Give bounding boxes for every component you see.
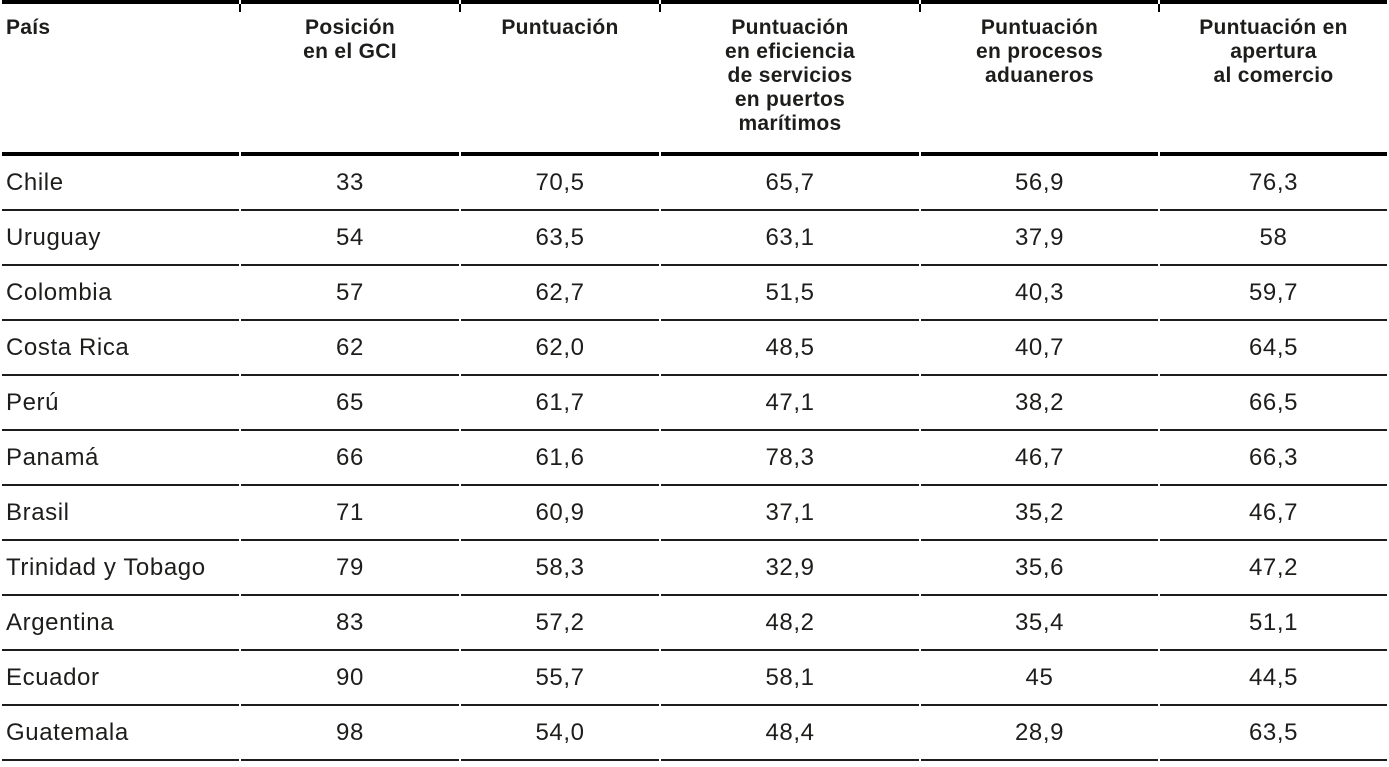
cell-rank: 66 bbox=[241, 431, 459, 486]
cell-score: 57,2 bbox=[461, 596, 659, 651]
cell-openness-score: 58 bbox=[1160, 211, 1387, 266]
header-row: País Posición en el GCI Puntuación Puntu… bbox=[2, 0, 1387, 156]
cell-country: Uruguay bbox=[2, 211, 239, 266]
cell-customs-score: 35,2 bbox=[921, 486, 1158, 541]
table-row: Argentina 83 57,2 48,2 35,4 51,1 bbox=[2, 596, 1387, 651]
cell-ports-score: 48,4 bbox=[661, 706, 919, 761]
cell-ports-score: 78,3 bbox=[661, 431, 919, 486]
cell-ports-score: 58,1 bbox=[661, 651, 919, 706]
cell-openness-score: 46,7 bbox=[1160, 486, 1387, 541]
cell-country: Costa Rica bbox=[2, 321, 239, 376]
cell-score: 55,7 bbox=[461, 651, 659, 706]
table-row: Brasil 71 60,9 37,1 35,2 46,7 bbox=[2, 486, 1387, 541]
cell-country: Panamá bbox=[2, 431, 239, 486]
cell-rank: 71 bbox=[241, 486, 459, 541]
cell-customs-score: 35,6 bbox=[921, 541, 1158, 596]
cell-score: 58,3 bbox=[461, 541, 659, 596]
cell-country: Argentina bbox=[2, 596, 239, 651]
cell-customs-score: 28,9 bbox=[921, 706, 1158, 761]
cell-country: Ecuador bbox=[2, 651, 239, 706]
cell-ports-score: 48,2 bbox=[661, 596, 919, 651]
col-header-puntuacion-puertos: Puntuación en eficiencia de servicios en… bbox=[659, 0, 919, 156]
cell-customs-score: 38,2 bbox=[921, 376, 1158, 431]
cell-rank: 90 bbox=[241, 651, 459, 706]
table-row: Chile 33 70,5 65,7 56,9 76,3 bbox=[2, 156, 1387, 211]
table-row: Panamá 66 61,6 78,3 46,7 66,3 bbox=[2, 431, 1387, 486]
cell-customs-score: 45 bbox=[921, 651, 1158, 706]
cell-openness-score: 59,7 bbox=[1160, 266, 1387, 321]
cell-country: Trinidad y Tobago bbox=[2, 541, 239, 596]
cell-ports-score: 37,1 bbox=[661, 486, 919, 541]
col-header-puntuacion-aduaneros: Puntuación en procesos aduaneros bbox=[919, 0, 1158, 156]
cell-ports-score: 65,7 bbox=[661, 156, 919, 211]
cell-customs-score: 56,9 bbox=[921, 156, 1158, 211]
cell-openness-score: 47,2 bbox=[1160, 541, 1387, 596]
table-row: Guatemala 98 54,0 48,4 28,9 63,5 bbox=[2, 706, 1387, 761]
table-header: País Posición en el GCI Puntuación Puntu… bbox=[2, 0, 1387, 156]
col-header-posicion-gci: Posición en el GCI bbox=[239, 0, 459, 156]
cell-openness-score: 51,1 bbox=[1160, 596, 1387, 651]
cell-ports-score: 51,5 bbox=[661, 266, 919, 321]
cell-rank: 62 bbox=[241, 321, 459, 376]
cell-rank: 54 bbox=[241, 211, 459, 266]
cell-customs-score: 37,9 bbox=[921, 211, 1158, 266]
cell-country: Brasil bbox=[2, 486, 239, 541]
cell-score: 54,0 bbox=[461, 706, 659, 761]
cell-rank: 57 bbox=[241, 266, 459, 321]
cell-score: 61,6 bbox=[461, 431, 659, 486]
table-row: Perú 65 61,7 47,1 38,2 66,5 bbox=[2, 376, 1387, 431]
col-header-pais: País bbox=[2, 0, 239, 156]
cell-score: 62,7 bbox=[461, 266, 659, 321]
cell-customs-score: 35,4 bbox=[921, 596, 1158, 651]
cell-country: Chile bbox=[2, 156, 239, 211]
cell-score: 63,5 bbox=[461, 211, 659, 266]
cell-country: Perú bbox=[2, 376, 239, 431]
cell-openness-score: 76,3 bbox=[1160, 156, 1387, 211]
cell-rank: 98 bbox=[241, 706, 459, 761]
table-row: Colombia 57 62,7 51,5 40,3 59,7 bbox=[2, 266, 1387, 321]
cell-customs-score: 40,7 bbox=[921, 321, 1158, 376]
table-row: Uruguay 54 63,5 63,1 37,9 58 bbox=[2, 211, 1387, 266]
cell-ports-score: 63,1 bbox=[661, 211, 919, 266]
cell-rank: 65 bbox=[241, 376, 459, 431]
col-header-puntuacion: Puntuación bbox=[459, 0, 659, 156]
cell-score: 70,5 bbox=[461, 156, 659, 211]
cell-score: 61,7 bbox=[461, 376, 659, 431]
table-row: Trinidad y Tobago 79 58,3 32,9 35,6 47,2 bbox=[2, 541, 1387, 596]
col-header-puntuacion-apertura: Puntuación en apertura al comercio bbox=[1158, 0, 1387, 156]
cell-openness-score: 64,5 bbox=[1160, 321, 1387, 376]
table-row: Costa Rica 62 62,0 48,5 40,7 64,5 bbox=[2, 321, 1387, 376]
cell-openness-score: 66,3 bbox=[1160, 431, 1387, 486]
cell-openness-score: 63,5 bbox=[1160, 706, 1387, 761]
cell-customs-score: 46,7 bbox=[921, 431, 1158, 486]
cell-country: Colombia bbox=[2, 266, 239, 321]
cell-score: 62,0 bbox=[461, 321, 659, 376]
cell-score: 60,9 bbox=[461, 486, 659, 541]
cell-rank: 83 bbox=[241, 596, 459, 651]
table-body: Chile 33 70,5 65,7 56,9 76,3 Uruguay 54 … bbox=[2, 156, 1387, 761]
cell-rank: 33 bbox=[241, 156, 459, 211]
table-row: Ecuador 90 55,7 58,1 45 44,5 bbox=[2, 651, 1387, 706]
cell-customs-score: 40,3 bbox=[921, 266, 1158, 321]
cell-rank: 79 bbox=[241, 541, 459, 596]
cell-openness-score: 66,5 bbox=[1160, 376, 1387, 431]
cell-country: Guatemala bbox=[2, 706, 239, 761]
cell-ports-score: 47,1 bbox=[661, 376, 919, 431]
cell-ports-score: 48,5 bbox=[661, 321, 919, 376]
cell-openness-score: 44,5 bbox=[1160, 651, 1387, 706]
cell-ports-score: 32,9 bbox=[661, 541, 919, 596]
